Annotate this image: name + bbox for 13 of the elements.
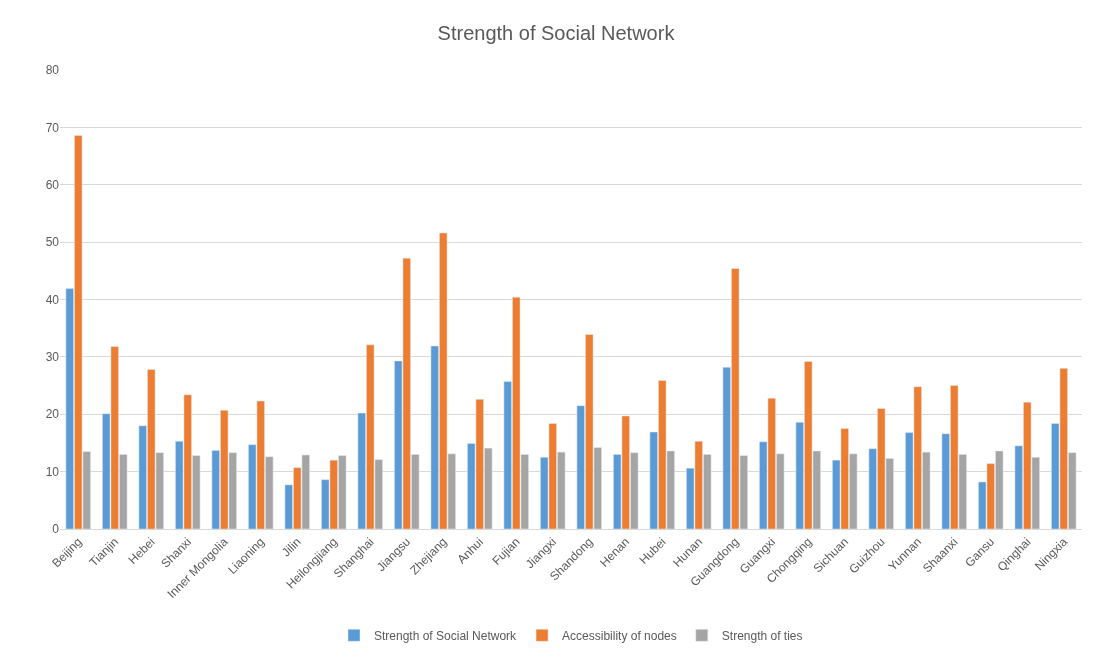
y-tick-label: 60 [45,177,60,192]
y-tick-label: 0 [52,522,60,537]
legend-label: Strength of ties [721,628,803,643]
legend-label: Accessibility of nodes [562,628,677,643]
y-tick-label: 70 [45,120,60,135]
y-tick-label: 50 [45,235,60,250]
legend-label: Strength of Social Network [374,628,518,643]
y-tick-label: 80 [45,63,60,78]
y-tick-label: 40 [45,292,60,307]
y-tick-label: 30 [45,350,60,365]
chart-title: Strength of Social Network [437,22,676,45]
y-tick-label: 20 [45,407,60,422]
y-tick-label: 10 [45,464,60,479]
